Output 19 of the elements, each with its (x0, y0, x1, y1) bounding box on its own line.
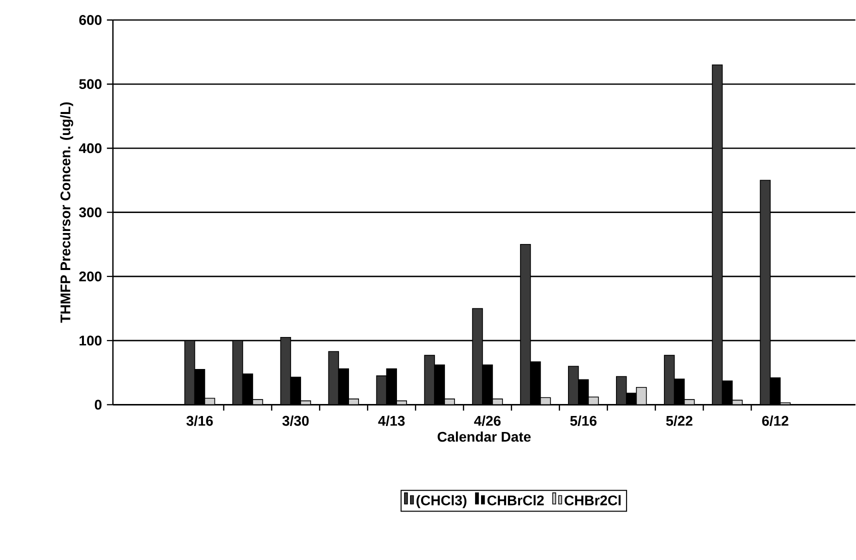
y-tick-label: 100 (80, 336, 102, 346)
y-tick-label: 200 (79, 272, 102, 282)
x-axis-title: Calendar Date (438, 432, 531, 442)
y-tick-label: 400 (78, 143, 102, 154)
x-tick-label: 5/16 (570, 416, 597, 426)
y-tick-label: 500 (79, 79, 102, 90)
legend-label: CHBr2Cl (564, 495, 621, 506)
x-tick-label: 4/13 (378, 416, 405, 426)
x-tick-label: 4/26 (474, 416, 501, 426)
x-tick-label: 3/16 (186, 416, 213, 426)
x-tick-label: 5/22 (666, 416, 692, 426)
x-tick-label: 6/12 (762, 416, 788, 426)
y-axis-title: THMFP Precursor Concen. (ug/L) (60, 102, 74, 324)
legend-label: (CHCl3) (416, 495, 466, 508)
x-tick-label: 3/30 (282, 416, 309, 426)
legend-label: CHBrCl2 (487, 495, 544, 506)
y-tick-label: 600 (79, 15, 102, 26)
y-tick-label: 300 (79, 208, 102, 218)
y-tick-label: 0 (94, 400, 102, 410)
